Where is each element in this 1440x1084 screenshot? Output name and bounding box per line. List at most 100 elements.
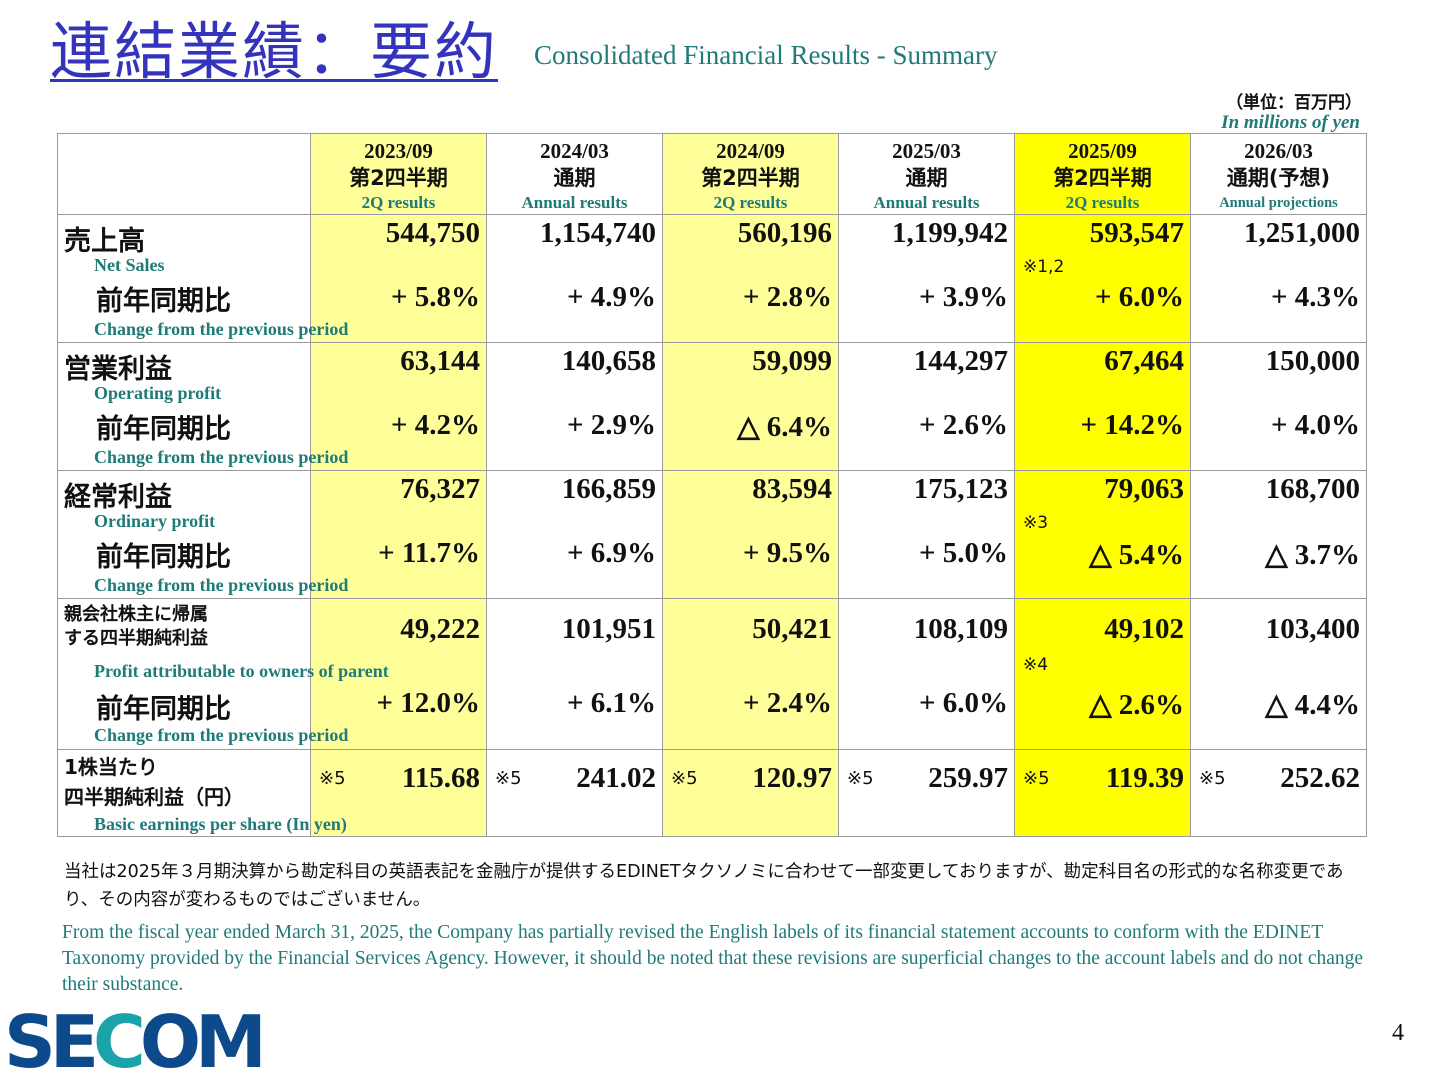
value: 1,154,740 (540, 217, 656, 249)
row-label-cell: 経常利益 Ordinary profit 前年同期比 Change from t… (57, 470, 348, 599)
unit-label-ja: （単位：百万円） (1226, 93, 1362, 113)
footnote-marker: ※5 (847, 768, 874, 789)
value-cell: 50,421 + 2.4% (662, 598, 839, 750)
change-label-en: Change from the previous period (94, 447, 349, 467)
column-period-ja: 通期(予想) (1226, 166, 1331, 190)
value-cell: ※5 252.62 (1190, 749, 1367, 837)
footnote-marker: ※3 (1023, 513, 1049, 533)
value-cell: 1,251,000 + 4.3% (1190, 214, 1367, 343)
value: 544,750 (385, 217, 480, 249)
table-row-ordinary-profit: 経常利益 Ordinary profit 前年同期比 Change from t… (57, 470, 1367, 599)
change-value: + 2.9% (566, 409, 656, 441)
value: 76,327 (400, 473, 480, 505)
column-period-ja: 通期 (553, 166, 596, 190)
change-value: + 4.2% (390, 409, 480, 441)
value-cell: ※5 115.68 (310, 749, 487, 837)
change-value: △ 6.4% (737, 411, 832, 443)
footnote-marker: ※5 (319, 768, 346, 789)
column-period-en: 2Q results (1065, 193, 1140, 212)
column-period-ja: 第2四半期 (1053, 166, 1152, 190)
footnote-marker: ※5 (1199, 768, 1226, 789)
value-cell: 49,102 ※4 △ 2.6% (1014, 598, 1191, 750)
value-cell: 76,327 + 11.7% (310, 470, 487, 599)
value: 259.97 (928, 762, 1008, 794)
change-label-en: Change from the previous period (94, 725, 349, 745)
change-value: △ 2.6% (1089, 689, 1184, 721)
value-cell: ※5 119.39 (1014, 749, 1191, 837)
table-row-operating-profit: 営業利益 Operating profit 前年同期比 Change from … (57, 342, 1367, 471)
column-header: 2023/09 第2四半期 2Q results (310, 133, 487, 215)
logo-letter: C (93, 1000, 146, 1084)
row-label-en: Ordinary profit (94, 511, 216, 531)
row-label-ja: 1株当たり 四半期純利益（円） (64, 752, 244, 812)
change-label-en: Change from the previous period (94, 319, 349, 339)
logo-letter: M (195, 1000, 267, 1084)
value: 49,222 (400, 613, 480, 645)
value-cell: 49,222 + 12.0% (310, 598, 487, 750)
value: 59,099 (752, 345, 832, 377)
change-value: + 4.3% (1270, 281, 1360, 313)
value: 49,102 (1104, 613, 1184, 645)
value-cell: 67,464 + 14.2% (1014, 342, 1191, 471)
row-label-ja: 親会社株主に帰属 する四半期純利益 (64, 603, 208, 651)
column-header: 2026/03 通期(予想) Annual projections (1190, 133, 1367, 215)
value: 103,400 (1265, 613, 1360, 645)
footnote-marker: ※5 (495, 768, 522, 789)
change-value: + 2.4% (742, 687, 832, 719)
value-cell: 544,750 + 5.8% (310, 214, 487, 343)
value-cell: 63,144 + 4.2% (310, 342, 487, 471)
value-cell: 79,063 ※3 △ 5.4% (1014, 470, 1191, 599)
column-period-en: Annual results (873, 193, 980, 212)
footnote-marker: ※5 (1023, 768, 1050, 789)
row-label-cell: 営業利益 Operating profit 前年同期比 Change from … (57, 342, 348, 471)
column-date: 2025/09 (1068, 139, 1137, 163)
value-cell: 108,109 + 6.0% (838, 598, 1015, 750)
value: 101,951 (561, 613, 656, 645)
change-value: △ 5.4% (1089, 539, 1184, 571)
change-value: + 6.0% (918, 687, 1008, 719)
value: 252.62 (1280, 762, 1360, 794)
change-label-ja: 前年同期比 (96, 542, 231, 573)
row-label-cell: 親会社株主に帰属 する四半期純利益 Profit attributable to … (57, 598, 389, 750)
value: 593,547 (1089, 217, 1184, 249)
value-cell: 166,859 + 6.9% (486, 470, 663, 599)
value-cell: 175,123 + 5.0% (838, 470, 1015, 599)
column-header: 2025/09 第2四半期 2Q results (1014, 133, 1191, 215)
value-cell: 140,658 + 2.9% (486, 342, 663, 471)
column-header: 2024/09 第2四半期 2Q results (662, 133, 839, 215)
value: 115.68 (401, 762, 480, 794)
value: 166,859 (561, 473, 656, 505)
value: 83,594 (752, 473, 832, 505)
page-title: 連結業績：要約 (50, 15, 499, 88)
column-date: 2025/03 (892, 139, 961, 163)
value: 108,109 (913, 613, 1008, 645)
change-value: + 5.0% (918, 537, 1008, 569)
value: 560,196 (737, 217, 832, 249)
change-value: + 11.7% (378, 537, 480, 569)
value: 63,144 (400, 345, 480, 377)
footnote-marker: ※5 (671, 768, 698, 789)
value: 79,063 (1104, 473, 1184, 505)
value-cell: 103,400 △ 4.4% (1190, 598, 1367, 750)
value: 140,658 (561, 345, 656, 377)
change-value: + 2.8% (742, 281, 832, 313)
column-date: 2024/03 (540, 139, 609, 163)
change-value: + 14.2% (1080, 409, 1184, 441)
row-label-ja: 経常利益 (64, 482, 172, 513)
change-label-ja: 前年同期比 (96, 286, 231, 317)
value: 168,700 (1265, 473, 1360, 505)
change-value: + 6.1% (566, 687, 656, 719)
logo-letter: E (49, 1000, 99, 1084)
value: 120.97 (752, 762, 832, 794)
table-row-net-sales: 売上高 Net Sales 前年同期比 Change from the prev… (57, 214, 1367, 343)
footnote-en: From the fiscal year ended March 31, 202… (62, 922, 1364, 995)
change-label-en: Change from the previous period (94, 575, 349, 595)
column-period-ja: 通期 (905, 166, 948, 190)
change-value: △ 4.4% (1265, 689, 1360, 721)
value: 119.39 (1105, 762, 1184, 794)
value: 150,000 (1265, 345, 1360, 377)
value: 1,199,942 (892, 217, 1008, 249)
column-date: 2026/03 (1244, 139, 1313, 163)
page-subtitle: Consolidated Financial Results - Summary (534, 40, 998, 70)
value-cell: ※5 120.97 (662, 749, 839, 837)
